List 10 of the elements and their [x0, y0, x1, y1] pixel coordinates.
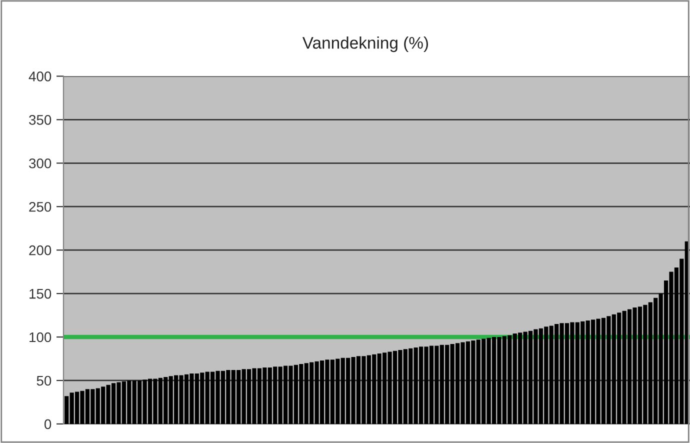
y-tick-label: 250: [29, 202, 52, 212]
chart-title: Vanndekning (%): [302, 36, 428, 52]
y-tick-label: 350: [29, 115, 52, 125]
y-tick-label: 400: [28, 72, 52, 82]
y-tick-label: 0: [44, 419, 52, 430]
y-tick-label: 200: [29, 245, 52, 256]
y-tick-label: 100: [30, 332, 52, 342]
y-tick-label: 300: [29, 158, 52, 168]
y-tick-label: 150: [30, 288, 52, 299]
y-tick-label: 50: [36, 376, 52, 386]
